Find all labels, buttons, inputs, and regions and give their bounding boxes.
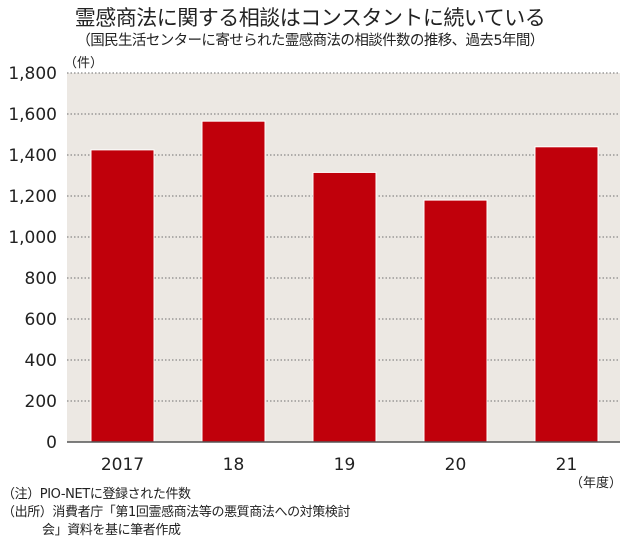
- y-tick-label: 1,200: [8, 187, 57, 207]
- y-tick-label: 200: [25, 392, 57, 412]
- y-axis-unit: （件）: [64, 56, 104, 71]
- bar: [201, 120, 266, 443]
- bar: [534, 146, 599, 443]
- source: （出所）消費者庁「第1回霊感商法等の悪質商法への対策検討: [2, 505, 351, 520]
- note: （注）PIO-NETに登録された件数: [2, 487, 191, 502]
- y-tick-label: 1,800: [8, 64, 57, 84]
- y-tick-label: 600: [25, 310, 57, 330]
- x-tick-label: 20: [445, 455, 467, 475]
- y-tick-label: 1,400: [8, 146, 57, 166]
- y-tick-label: 800: [25, 269, 57, 289]
- bar: [312, 171, 377, 443]
- source-continued: 会」資料を基に筆者作成: [42, 523, 181, 538]
- x-tick-label: 21: [556, 455, 578, 475]
- x-tick-label: 18: [223, 455, 245, 475]
- chart-subtitle: （国民生活センターに寄せられた霊感商法の相談件数の推移、過去5年間）: [76, 33, 544, 49]
- y-tick-label: 400: [25, 351, 57, 371]
- y-tick-label: 0: [46, 433, 57, 453]
- x-axis-unit: （年度）: [570, 476, 620, 491]
- y-tick-label: 1,600: [8, 105, 57, 125]
- x-tick-label: 19: [334, 455, 356, 475]
- x-tick-label: 2017: [101, 455, 144, 475]
- chart-title: 霊感商法に関する相談はコンスタントに続いている: [74, 6, 546, 30]
- y-tick-label: 1,000: [8, 228, 57, 248]
- bar: [423, 199, 488, 443]
- bar: [90, 149, 155, 443]
